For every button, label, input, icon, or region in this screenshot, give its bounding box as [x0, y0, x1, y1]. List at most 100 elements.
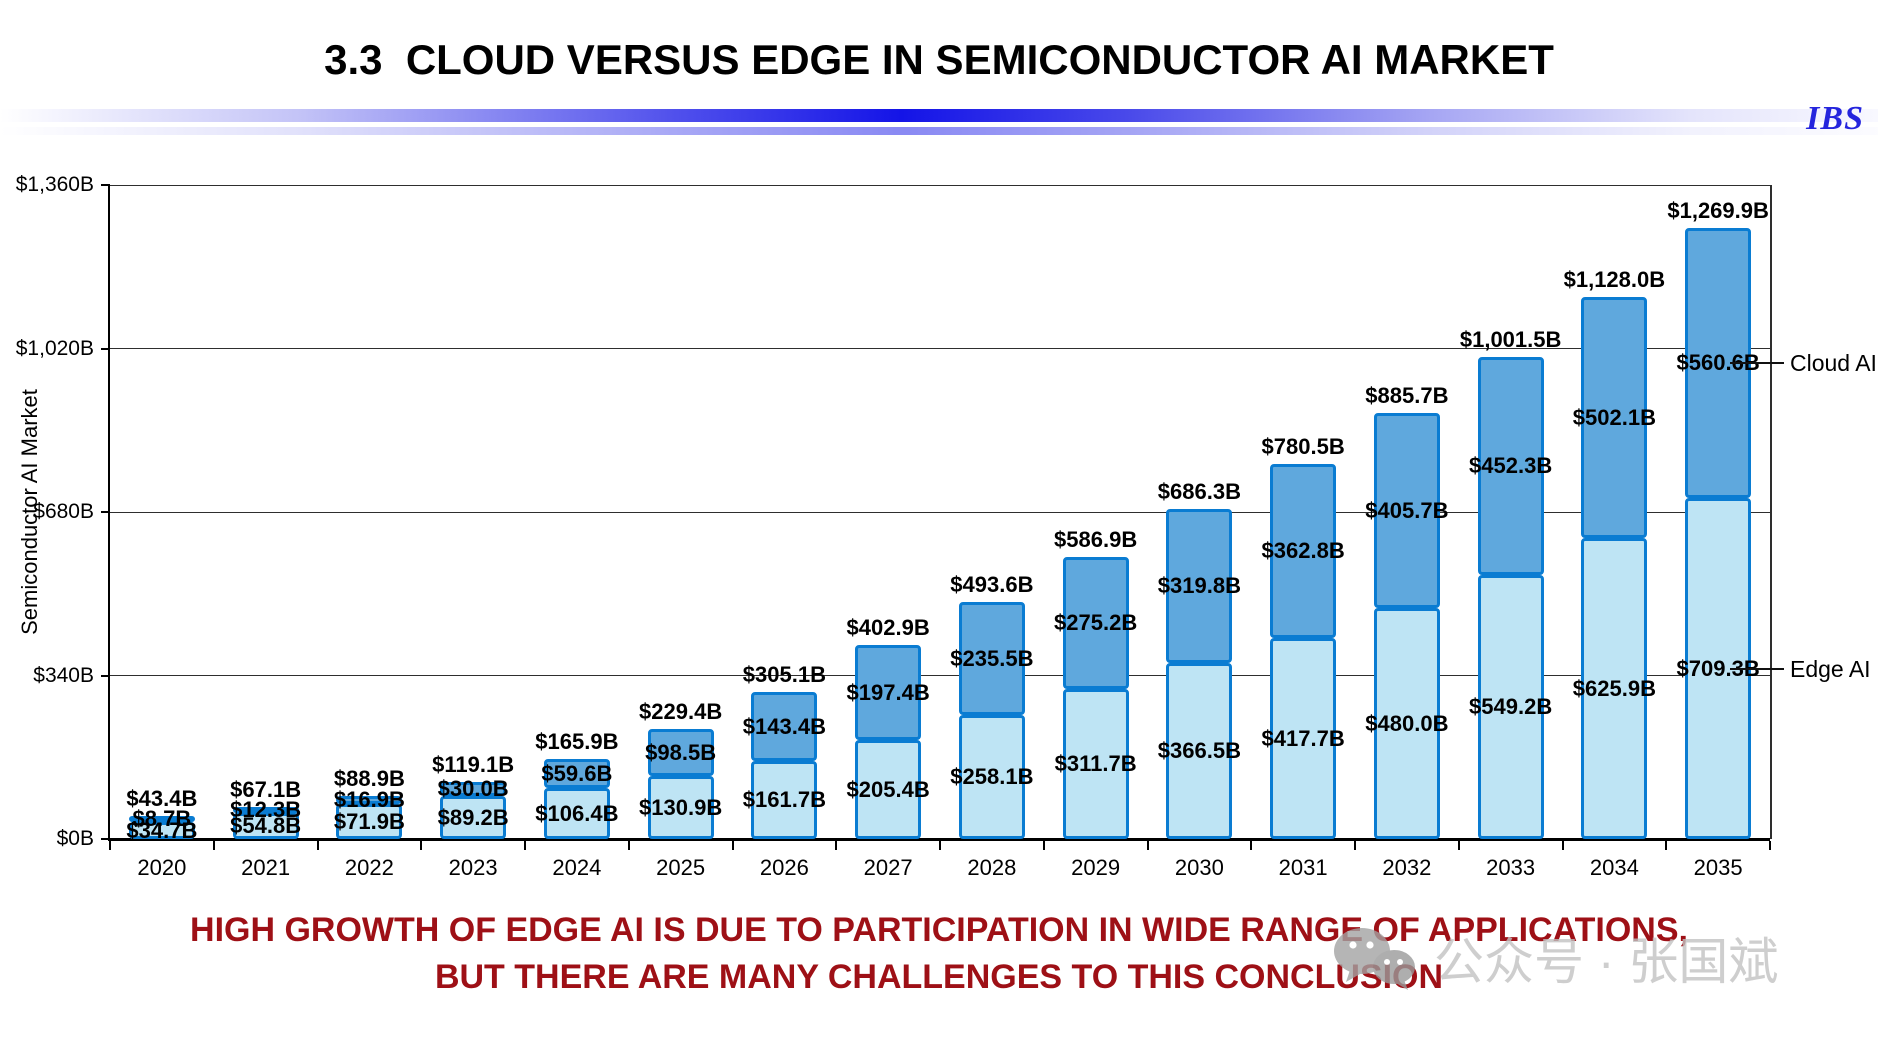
legend-label-edge-ai: Edge AI	[1790, 655, 1871, 682]
total-label-2024: $165.9B	[535, 729, 619, 754]
y-tick-680	[101, 511, 110, 513]
bar-segment-cloud-2026: $143.4B	[743, 692, 826, 761]
x-axis-label-2025: 2025	[656, 855, 706, 880]
y-tick-label: $0B	[56, 827, 94, 850]
x-axis-label-2030: 2030	[1174, 855, 1224, 880]
gridline-1020	[110, 348, 1770, 349]
cloud-value-label: $502.1B	[1572, 404, 1656, 430]
cloud-value-label: $197.4B	[846, 679, 930, 705]
cloud-value-label: $98.5B	[645, 739, 717, 765]
edge-value-label: $205.4B	[846, 776, 930, 802]
gridline-1360	[110, 184, 1770, 186]
x-axis-label-2031: 2031	[1278, 855, 1328, 880]
cloud-value-label: $12.3B	[230, 797, 302, 822]
cloud-value-label: $235.5B	[950, 645, 1034, 671]
footer-line-1: HIGH GROWTH OF EDGE AI IS DUE TO PARTICI…	[190, 911, 1688, 949]
x-tick	[420, 841, 423, 850]
total-label-2035: $1,269.9B	[1667, 198, 1769, 223]
x-tick	[939, 841, 941, 850]
x-axis-label-2027: 2027	[863, 855, 913, 880]
edge-value-label: $709.3B	[1676, 655, 1760, 681]
edge-value-label: $549.2B	[1469, 694, 1553, 719]
x-tick	[1665, 841, 1668, 850]
x-axis-label-2022: 2022	[344, 855, 394, 880]
bar-segment-edge-2026: $161.7B	[743, 761, 826, 839]
x-axis-label-2021: 2021	[241, 855, 291, 880]
x-axis-label-2033: 2033	[1486, 855, 1536, 880]
bar-segment-edge-2030: $366.5B	[1158, 663, 1241, 839]
header-divider-primary	[0, 109, 1878, 122]
cloud-value-label: $30.0B	[437, 776, 509, 801]
total-label-2026: $305.1B	[742, 662, 826, 687]
total-label-2023: $119.1B	[432, 752, 515, 777]
cloud-value-label: $8.7B	[132, 806, 192, 831]
edge-value-label: $106.4B	[535, 800, 619, 826]
callout-line-cloud-ai	[1730, 362, 1784, 364]
x-axis-label-2034: 2034	[1589, 855, 1639, 880]
bar-segment-edge-2032: $480.0B	[1365, 608, 1448, 839]
edge-value-label: $625.9B	[1572, 675, 1656, 701]
edge-value-label: $480.0B	[1365, 710, 1449, 736]
bar-segment-edge-2034: $625.9B	[1573, 538, 1656, 839]
x-tick	[1354, 841, 1356, 850]
x-tick	[1146, 841, 1149, 850]
legend-label-cloud-ai: Cloud AI	[1790, 350, 1877, 376]
bar-segment-cloud-2032: $405.7B	[1365, 413, 1448, 608]
y-tick-1020	[101, 347, 110, 350]
bar-segment-edge-2027: $205.4B	[847, 740, 930, 839]
cloud-value-label: $59.6B	[541, 760, 613, 786]
cloud-value-label: $560.6B	[1676, 350, 1760, 375]
cloud-value-label: $405.7B	[1365, 497, 1449, 523]
bar-segment-cloud-2025: $98.5B	[645, 729, 717, 776]
bar-segment-edge-2025: $130.9B	[639, 776, 722, 839]
x-axis-label-2032: 2032	[1382, 855, 1432, 880]
x-tick	[835, 841, 838, 850]
edge-value-label: $130.9B	[639, 794, 723, 820]
y-tick-340	[101, 674, 110, 677]
y-tick-label: $1,020B	[15, 336, 94, 360]
wechat-icon	[1334, 928, 1415, 990]
x-axis-line	[108, 838, 1770, 841]
bar-segment-cloud-2034: $502.1B	[1573, 297, 1656, 538]
total-label-2020: $43.4B	[126, 786, 198, 811]
y-tick-label: $340B	[33, 663, 94, 687]
total-label-2027: $402.9B	[846, 615, 930, 640]
x-axis-label-2023: 2023	[448, 855, 498, 880]
bar-segment-edge-2029: $311.7B	[1055, 689, 1137, 839]
x-tick	[1769, 841, 1771, 850]
edge-value-label: $366.5B	[1157, 738, 1241, 763]
y-tick-label: $1,360B	[15, 173, 94, 196]
x-tick	[1457, 841, 1460, 850]
x-axis-label-2028: 2028	[967, 855, 1017, 880]
cloud-value-label: $275.2B	[1054, 610, 1138, 635]
x-tick	[627, 841, 630, 850]
bar-segment-edge-2023: $89.2B	[437, 796, 509, 839]
bar-segment-cloud-2030: $319.8B	[1158, 509, 1241, 663]
watermark: 公众号 · 张国斌	[1330, 922, 1778, 994]
plot-right-border	[1770, 185, 1772, 839]
bar-segment-edge-2028: $258.1B	[950, 715, 1033, 839]
x-tick	[1250, 841, 1253, 850]
x-axis-label-2024: 2024	[552, 855, 602, 880]
y-tick-label: $680B	[33, 500, 94, 523]
total-label-2025: $229.4B	[639, 699, 723, 724]
bar-segment-edge-2024: $106.4B	[535, 788, 618, 839]
bar-segment-edge-2021: $54.8B	[230, 813, 301, 839]
cloud-value-label: $452.3B	[1469, 453, 1553, 478]
y-tick-1360	[101, 184, 110, 186]
bar-segment-edge-2020: $34.7B	[126, 817, 198, 843]
x-axis-label-2020: 2020	[137, 855, 187, 880]
edge-value-label: $417.7B	[1261, 725, 1345, 751]
cloud-value-label: $143.4B	[742, 713, 826, 739]
x-tick	[524, 841, 526, 850]
bar-segment-cloud-2021: $12.3B	[230, 799, 301, 821]
bar-segment-edge-2033: $549.2B	[1469, 575, 1552, 839]
total-label-2022: $88.9B	[333, 766, 405, 791]
cloud-value-label: $362.8B	[1261, 538, 1345, 563]
edge-value-label: $89.2B	[437, 804, 509, 830]
ibs-logo: IBS	[1806, 100, 1864, 137]
gridline-340	[110, 675, 1770, 676]
edge-value-label: $34.7B	[126, 817, 198, 843]
x-axis-label-2035: 2035	[1693, 855, 1743, 880]
